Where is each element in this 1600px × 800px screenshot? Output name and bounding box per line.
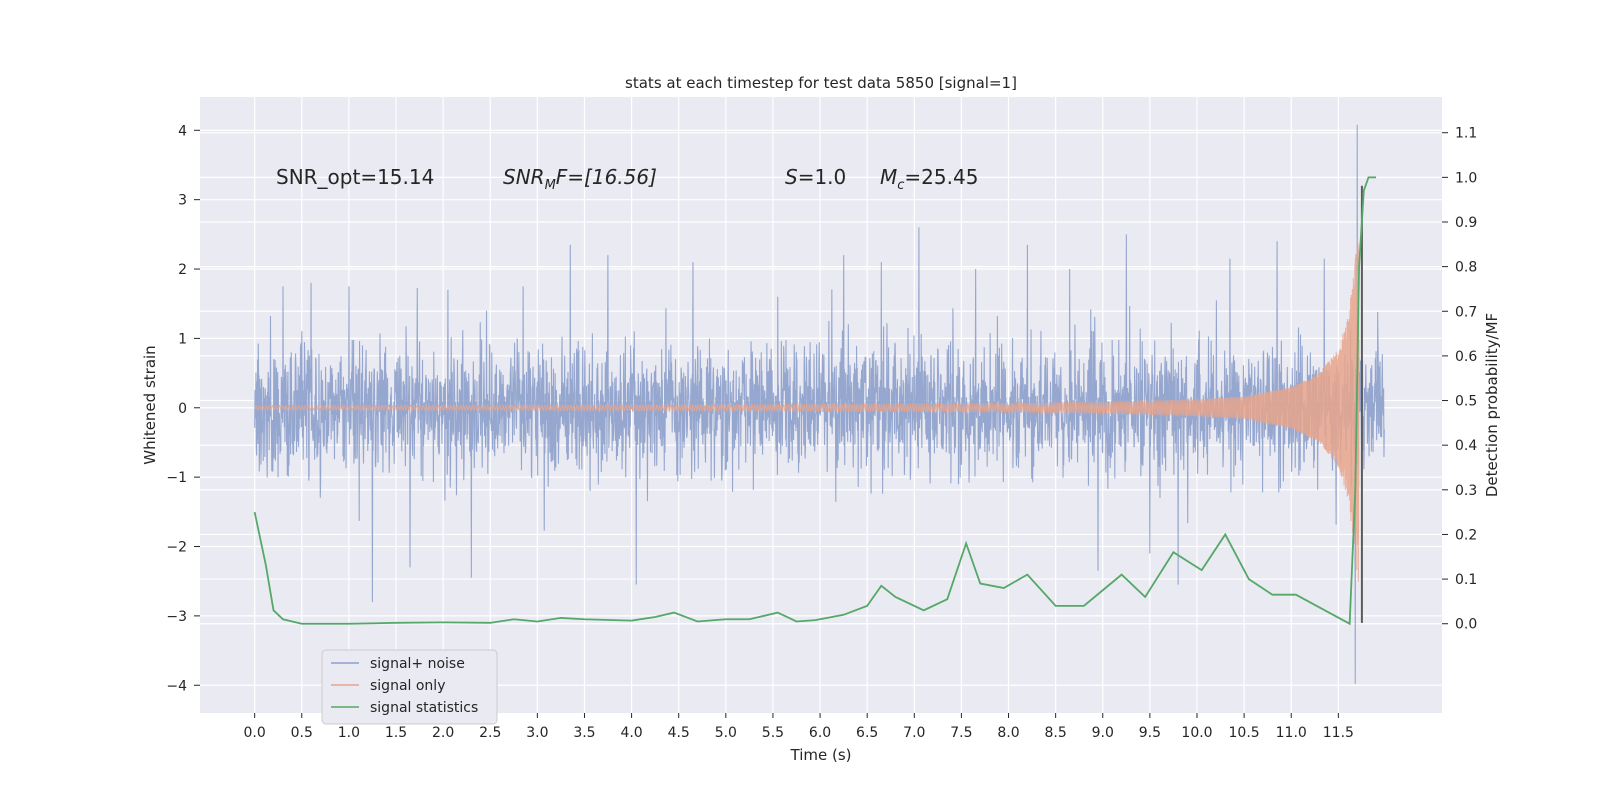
y-right-tick-label: 1.1 <box>1455 126 1477 142</box>
x-tick-label: 3.5 <box>573 725 595 741</box>
y-right-tick-label: 0.3 <box>1455 483 1477 499</box>
y-tick-label: 3 <box>178 193 187 209</box>
annotation-snr-opt: SNR_opt=15.14 <box>276 165 434 189</box>
y-right-tick-label: 0.2 <box>1455 527 1477 543</box>
y-right-axis-label: Detection probability/MF <box>1483 313 1501 497</box>
x-tick-label: 10.5 <box>1229 725 1260 741</box>
x-tick-label: 8.0 <box>997 725 1019 741</box>
x-tick-label: 2.5 <box>479 725 501 741</box>
x-tick-label: 0.0 <box>244 725 266 741</box>
x-tick-label: 4.5 <box>668 725 690 741</box>
legend-label-signal-only: signal only <box>370 678 445 694</box>
x-tick-label: 3.0 <box>526 725 548 741</box>
annotation-snr-mf: SNRMF=[16.56] <box>503 165 657 193</box>
y-right-tick-label: 0.7 <box>1455 304 1477 320</box>
legend: signal+ noise signal only signal statist… <box>321 649 498 725</box>
y-tick-label: −3 <box>166 609 187 625</box>
y-axis-label: Whitened strain <box>141 345 159 464</box>
annotation-mc: Mc=25.45 <box>880 165 978 193</box>
y-tick-labels: 4 3 2 1 0 −1 −2 −3 −4 <box>166 123 200 694</box>
x-tick-label: 9.0 <box>1092 725 1114 741</box>
legend-box <box>321 649 498 725</box>
x-tick-label: 11.0 <box>1276 725 1307 741</box>
y-right-tick-label: 0.8 <box>1455 260 1477 276</box>
y-right-tick-label: 0.5 <box>1455 394 1477 410</box>
x-tick-label: 8.5 <box>1045 725 1067 741</box>
legend-label-signal-noise: signal+ noise <box>370 656 465 672</box>
y-tick-label: −4 <box>166 678 187 694</box>
series-signal-statistics-line <box>253 176 1377 626</box>
y-tick-label: 4 <box>178 123 187 139</box>
x-tick-label: 1.0 <box>338 725 360 741</box>
legend-label-signal-statistics: signal statistics <box>370 700 478 716</box>
annotations: SNR_opt=15.14 SNRMF=[16.56] S=1.0 Mc=25.… <box>276 165 978 193</box>
y-right-tick-label: 0.1 <box>1455 572 1477 588</box>
x-tick-label: 9.5 <box>1139 725 1161 741</box>
x-tick-label: 4.0 <box>620 725 642 741</box>
chart-title: stats at each timestep for test data 585… <box>625 74 1017 92</box>
y-tick-label: 1 <box>178 331 187 347</box>
x-tick-label: 5.0 <box>715 725 737 741</box>
series-signal-only-line <box>254 239 1360 582</box>
y-tick-label: −1 <box>166 470 187 486</box>
y-right-tick-label: 0.6 <box>1455 349 1477 365</box>
series-layer <box>253 124 1385 684</box>
x-tick-label: 6.5 <box>856 725 878 741</box>
y-right-tick-label: 0.4 <box>1455 438 1477 454</box>
x-tick-label: 10.0 <box>1181 725 1212 741</box>
y-right-tick-labels: 1.1 1.0 0.9 0.8 0.7 0.6 0.5 0.4 0.3 0.2 0.1 0.0 <box>1442 126 1477 633</box>
x-tick-label: 7.0 <box>903 725 925 741</box>
x-tick-label: 2.0 <box>432 725 454 741</box>
x-tick-label: 7.5 <box>950 725 972 741</box>
x-tick-label: 1.5 <box>385 725 407 741</box>
x-tick-label: 5.5 <box>762 725 784 741</box>
annotation-s: S=1.0 <box>785 165 846 189</box>
x-tick-label: 11.5 <box>1323 725 1354 741</box>
x-tick-labels: 0.0 0.5 1.0 1.5 2.0 2.5 3.0 3.5 4.0 4.5 5.0 5.5 6.0 6… <box>244 713 1354 741</box>
x-tick-label: 6.0 <box>809 725 831 741</box>
y-tick-label: 2 <box>178 262 187 278</box>
series-signal-noise-line <box>254 124 1385 684</box>
y-tick-label: −2 <box>166 540 187 556</box>
y-right-tick-label: 0.9 <box>1455 215 1477 231</box>
y-right-tick-label: 1.0 <box>1455 170 1477 186</box>
x-axis-label: Time (s) <box>790 746 852 764</box>
y-right-tick-label: 0.0 <box>1455 617 1477 633</box>
y-tick-label: 0 <box>178 401 187 417</box>
x-tick-label: 0.5 <box>291 725 313 741</box>
